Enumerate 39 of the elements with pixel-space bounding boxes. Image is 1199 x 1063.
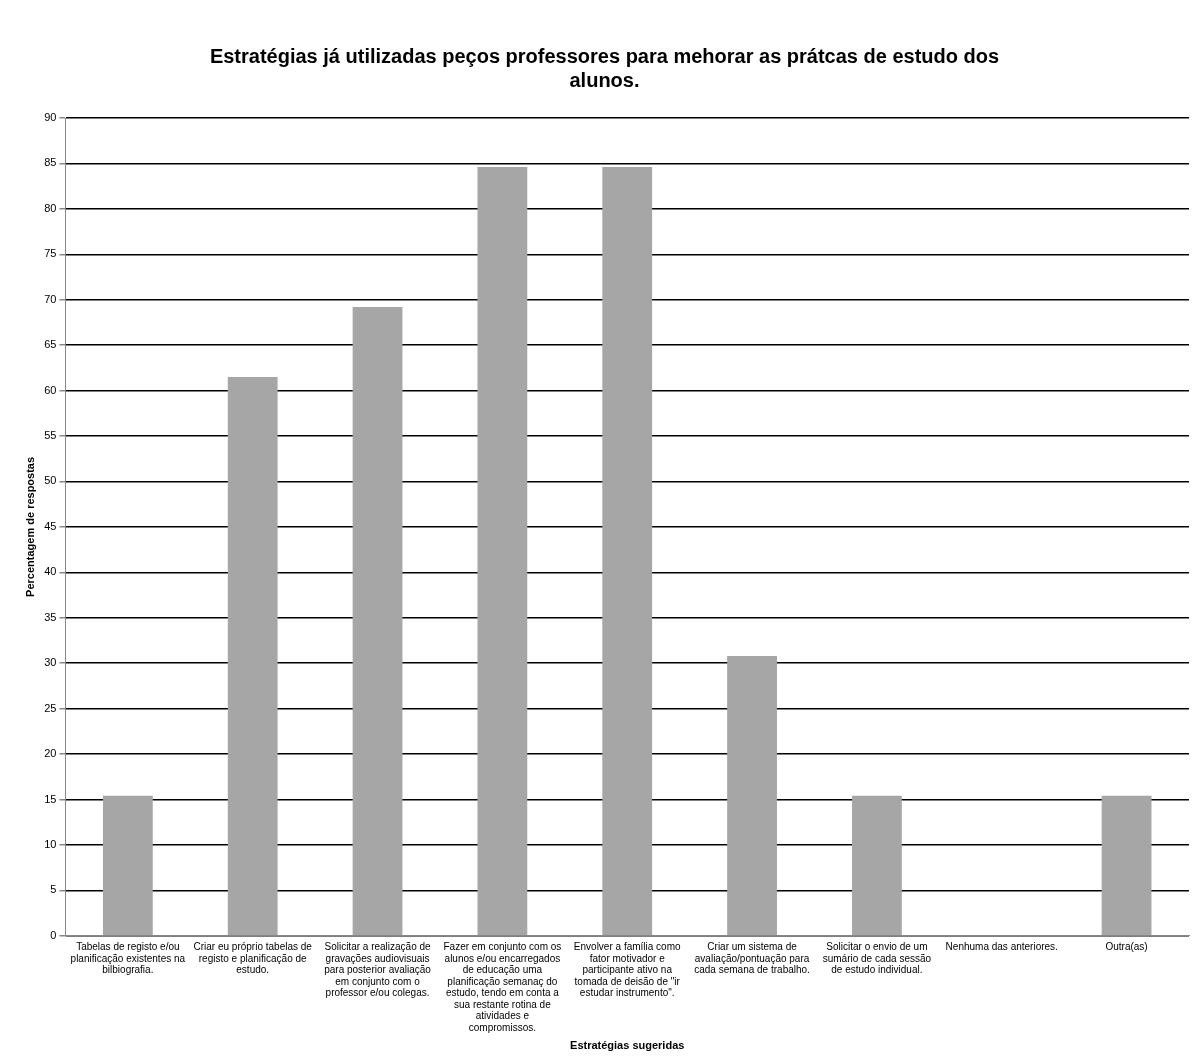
x-tick-label: Criar eu próprio tabelas de registo e planificação de estudo. bbox=[193, 941, 313, 976]
y-tick-label: 85 bbox=[44, 156, 57, 169]
x-tick-label: Envolver a família como fator motivador e participante ativo na tomada de deisão de "ir estudar instrumento". bbox=[573, 941, 682, 999]
bar bbox=[602, 167, 653, 936]
x-tick-label: Outra(as) bbox=[1105, 941, 1148, 953]
x-tick-label: Solicitar o envio de um sumário de cada sessão de estudo individual. bbox=[822, 941, 932, 976]
y-tick-label: 65 bbox=[44, 338, 57, 351]
bar bbox=[352, 307, 403, 936]
x-tick-label: Tabelas de registo e/ou planificação existentes na bilbiografia. bbox=[70, 941, 186, 976]
bar bbox=[851, 795, 902, 936]
y-tick-label: 80 bbox=[44, 201, 57, 214]
y-tick-label: 90 bbox=[44, 111, 57, 124]
y-tick-label: 15 bbox=[44, 792, 57, 805]
y-tick-label: 10 bbox=[44, 837, 57, 850]
chart-title: Estratégias já utilizadas peços professores para mehorar as prátcas de estudo dos alunos. bbox=[209, 44, 1000, 91]
y-tick-label: 60 bbox=[44, 383, 57, 396]
y-tick-label: 30 bbox=[44, 656, 57, 669]
x-tick-label: Nenhuma das anteriores. bbox=[945, 941, 1058, 953]
bar bbox=[1101, 795, 1152, 936]
x-axis-title: Estratégias sugeridas bbox=[570, 1039, 685, 1052]
x-tick-label: Solicitar a realização de gravações audiovisuais para posterior avaliação em conjunto com o professor e/ou colegas. bbox=[324, 941, 432, 999]
y-tick-label: 35 bbox=[44, 610, 57, 623]
bar bbox=[477, 167, 528, 936]
x-tick-label: Fazer em conjunto com os alunos e/ou encarregados de educação uma planificação semanaç do estudo, tendo em conta a sua restante rotina de atividades e compromissos. bbox=[443, 941, 562, 1033]
y-tick-label: 5 bbox=[50, 883, 57, 896]
bar bbox=[227, 376, 278, 936]
y-axis-title: Percentagem de respostas bbox=[23, 456, 36, 597]
y-tick-label: 40 bbox=[44, 565, 57, 578]
bar bbox=[102, 795, 153, 936]
y-tick-label: 75 bbox=[44, 247, 57, 260]
y-tick-label: 20 bbox=[44, 747, 57, 760]
bar bbox=[727, 655, 777, 936]
x-tick-label: Criar um sistema de avaliação/pontuação para cada semana de trabalho. bbox=[694, 941, 810, 976]
y-tick-label: 70 bbox=[44, 292, 57, 305]
y-tick-label: 50 bbox=[44, 474, 57, 487]
y-tick-label: 55 bbox=[44, 429, 57, 442]
y-tick-label: 45 bbox=[44, 519, 57, 532]
y-tick-label: 25 bbox=[44, 701, 57, 714]
y-tick-label: 0 bbox=[50, 928, 57, 941]
